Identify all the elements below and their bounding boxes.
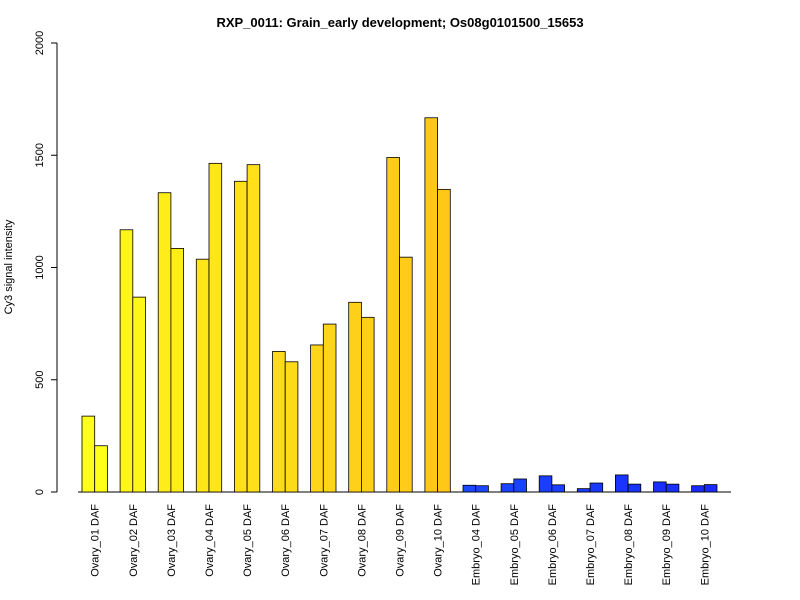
x-tick-label: Embryo_06 DAF (547, 504, 559, 586)
bar (576, 488, 591, 493)
x-tick-label: Ovary_03 DAF (166, 504, 178, 577)
bar (627, 483, 642, 493)
bar (284, 361, 299, 493)
bar (310, 344, 324, 493)
y-tick-label: 1000 (34, 255, 46, 279)
bar (195, 258, 210, 493)
x-tick-labels: Ovary_01 DAF Ovary_02 DAF Ovary_03 DAF Ovar… (90, 504, 712, 586)
bar (94, 445, 108, 493)
bar (322, 323, 337, 493)
bar (500, 483, 515, 493)
bar (538, 475, 553, 493)
bar (424, 117, 438, 493)
bar (462, 484, 477, 493)
y-tick-label: 500 (34, 371, 46, 389)
bars (81, 117, 718, 493)
x-tick-label: Ovary_04 DAF (204, 504, 216, 577)
bar (551, 484, 566, 493)
chart-title: RXP_0011: Grain_early development; Os08g… (216, 15, 583, 30)
bar (132, 296, 146, 493)
x-tick-label: Ovary_02 DAF (128, 504, 140, 577)
x-tick-label: Embryo_10 DAF (699, 504, 711, 586)
bar (208, 162, 223, 493)
bar (272, 351, 286, 493)
bar (653, 481, 667, 493)
x-tick-label: Ovary_05 DAF (242, 504, 254, 577)
y-axis-label: Cy3 signal intensity (3, 219, 15, 314)
x-tick-label: Ovary_09 DAF (395, 504, 407, 577)
x-tick-label: Ovary_07 DAF (318, 504, 330, 577)
y-tick-label: 0 (34, 489, 46, 495)
bar (475, 485, 489, 493)
bar (691, 485, 705, 493)
bar (246, 164, 261, 493)
bar (157, 192, 172, 493)
y-tick-label: 1500 (34, 143, 46, 167)
bar (615, 474, 629, 493)
bar (665, 483, 680, 493)
bar (233, 180, 248, 493)
x-tick-label: Ovary_08 DAF (356, 504, 368, 577)
x-tick-label: Embryo_04 DAF (471, 504, 483, 586)
x-tick-label: Embryo_08 DAF (623, 504, 635, 586)
bar (437, 188, 451, 493)
bar (81, 415, 96, 493)
x-tick-label: Embryo_07 DAF (585, 504, 597, 586)
bar (360, 316, 375, 493)
bar (348, 301, 362, 493)
bar (589, 482, 604, 493)
y-axis: 0 500 1000 1500 2000 (34, 31, 58, 495)
y-tick-label: 2000 (34, 31, 46, 55)
bar (386, 157, 400, 493)
bar (170, 248, 184, 493)
x-tick-label: Ovary_10 DAF (433, 504, 445, 577)
x-tick-label: Embryo_05 DAF (509, 504, 521, 586)
bar (703, 484, 718, 493)
bar (399, 256, 413, 493)
x-tick-label: Ovary_06 DAF (280, 504, 292, 577)
x-tick-label: Embryo_09 DAF (661, 504, 673, 586)
x-tick-label: Ovary_01 DAF (90, 504, 102, 577)
bar (119, 229, 134, 493)
bar (513, 478, 527, 493)
